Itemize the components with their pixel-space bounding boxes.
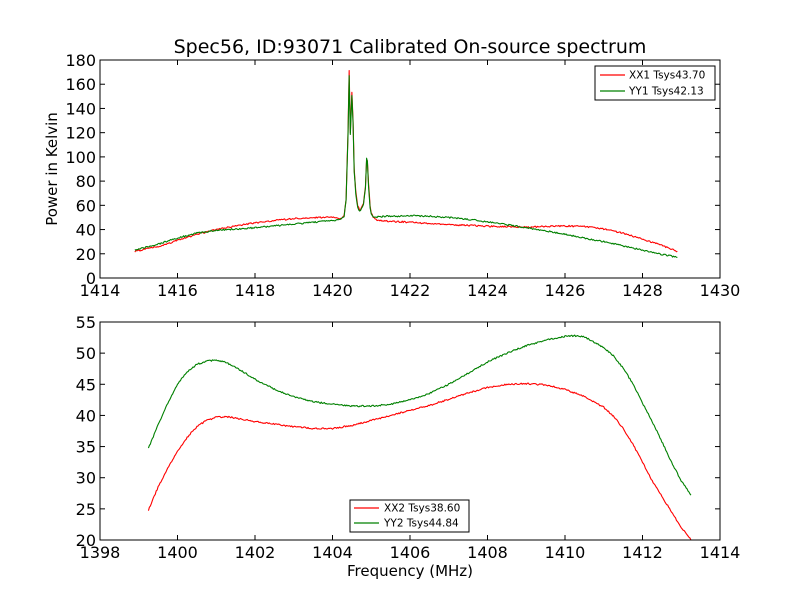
top-y-tick-label: 120 — [65, 124, 96, 143]
bottom-x-tick-label: 1408 — [467, 543, 508, 562]
top-y-tick-label: 180 — [65, 51, 96, 70]
top-y-tick-label: 160 — [65, 75, 96, 94]
bottom-y-tick-label: 20 — [76, 531, 96, 550]
top-series-line-xx1 — [134, 70, 678, 253]
bottom-x-tick-label: 1404 — [312, 543, 353, 562]
top-legend-label-xx1: XX1 Tsys43.70 — [629, 70, 705, 82]
top-x-tick-label: 1424 — [467, 281, 508, 300]
bottom-x-tick-label: 1400 — [157, 543, 198, 562]
top-legend: XX1 Tsys43.70 YY1 Tsys42.13 — [594, 65, 716, 101]
top-y-tick-label: 60 — [76, 196, 96, 215]
top-x-tick-label: 1420 — [312, 281, 353, 300]
top-x-tick-label: 1430 — [700, 281, 741, 300]
bottom-series-line-xx2 — [147, 382, 692, 541]
top-y-axis-label: Power in Kelvin — [43, 112, 61, 226]
top-x-tick-label: 1416 — [157, 281, 198, 300]
bottom-x-axis-label: Frequency (MHz) — [347, 562, 473, 580]
bottom-x-tick-label: 1398 — [80, 543, 121, 562]
bottom-x-tick-label: 1402 — [235, 543, 276, 562]
bottom-legend-label-yy2: YY2 Tsys44.84 — [383, 518, 459, 530]
top-x-tick-label: 1426 — [545, 281, 586, 300]
top-series-line-yy1 — [134, 75, 678, 258]
top-x-tick-label: 1414 — [80, 281, 121, 300]
top-x-tick-label: 1422 — [390, 281, 431, 300]
bottom-series-group — [147, 334, 692, 541]
top-y-tick-label: 100 — [65, 148, 96, 167]
top-legend-label-yy1: YY1 Tsys42.13 — [628, 86, 704, 98]
top-plot: 1414 1416 1418 1420 1422 1424 1426 1428 1430 0 20 4… — [43, 51, 740, 300]
top-series-group — [134, 70, 678, 258]
bottom-x-tick-label: 1414 — [700, 543, 741, 562]
bottom-y-tick-label: 30 — [76, 469, 96, 488]
bottom-series-line-yy2 — [147, 334, 692, 496]
top-y-tick-label: 40 — [76, 221, 96, 240]
top-x-tick-label: 1428 — [622, 281, 663, 300]
bottom-x-tick-label: 1406 — [390, 543, 431, 562]
bottom-y-tick-label: 55 — [76, 313, 96, 332]
bottom-y-tick-label: 50 — [76, 344, 96, 363]
bottom-x-tick-label: 1412 — [622, 543, 663, 562]
bottom-legend-label-xx2: XX2 Tsys38.60 — [384, 503, 460, 515]
top-y-tick-label: 0 — [86, 269, 96, 288]
bottom-y-tick-label: 45 — [76, 375, 96, 394]
bottom-y-tick-label: 25 — [76, 500, 96, 519]
bottom-axis-ticks: 1398 1400 1402 1404 1406 1408 1410 1412 1414 20 25… — [76, 313, 741, 562]
bottom-x-tick-label: 1410 — [545, 543, 586, 562]
top-y-tick-label: 80 — [76, 172, 96, 191]
top-legend-box — [594, 65, 716, 101]
bottom-y-tick-label: 40 — [76, 406, 96, 425]
bottom-legend: XX2 Tsys38.60 YY2 Tsys44.84 — [349, 499, 470, 533]
top-x-tick-label: 1418 — [235, 281, 276, 300]
bottom-y-tick-label: 35 — [76, 438, 96, 457]
top-y-tick-label: 20 — [76, 245, 96, 264]
bottom-legend-box — [349, 499, 470, 533]
top-y-tick-label: 140 — [65, 99, 96, 118]
bottom-plot: 1398 1400 1402 1404 1406 1408 1410 1412 1414 20 25… — [76, 313, 741, 580]
chart-title: Spec56, ID:93071 Calibrated On-source sp… — [174, 36, 647, 58]
top-axis-ticks: 1414 1416 1418 1420 1422 1424 1426 1428 1430 0 20 4… — [65, 51, 740, 300]
